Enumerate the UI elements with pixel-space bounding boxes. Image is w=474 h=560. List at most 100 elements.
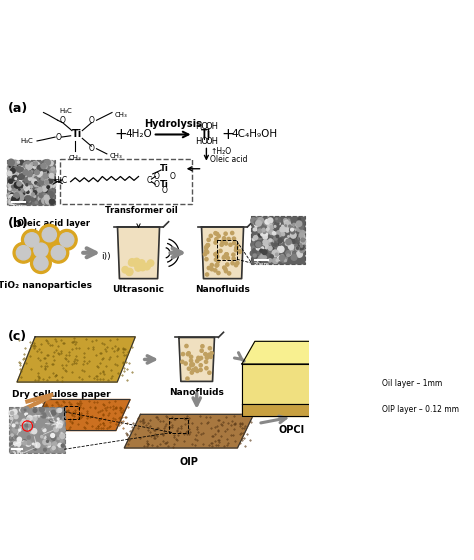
Text: +: + — [221, 127, 234, 142]
Circle shape — [50, 176, 53, 179]
Circle shape — [254, 236, 258, 240]
Circle shape — [41, 179, 46, 183]
Circle shape — [48, 179, 53, 183]
Circle shape — [203, 253, 207, 256]
Circle shape — [51, 448, 54, 451]
Circle shape — [215, 237, 218, 241]
Circle shape — [36, 164, 38, 166]
Circle shape — [12, 195, 15, 198]
Circle shape — [254, 253, 256, 255]
Circle shape — [49, 199, 55, 204]
Circle shape — [58, 438, 59, 440]
Text: HO: HO — [195, 137, 208, 146]
Circle shape — [35, 176, 39, 181]
Circle shape — [19, 174, 25, 179]
Circle shape — [43, 193, 45, 195]
Circle shape — [215, 252, 219, 255]
Circle shape — [27, 191, 29, 193]
Circle shape — [223, 255, 226, 258]
Circle shape — [23, 441, 27, 445]
Circle shape — [250, 250, 256, 256]
Circle shape — [11, 434, 13, 436]
Circle shape — [219, 249, 222, 253]
Circle shape — [49, 190, 53, 194]
Circle shape — [210, 263, 213, 267]
Circle shape — [269, 247, 272, 250]
Circle shape — [25, 423, 28, 427]
Text: Ti: Ti — [160, 164, 169, 173]
Circle shape — [11, 201, 15, 204]
Circle shape — [296, 221, 302, 226]
Text: HO: HO — [195, 122, 208, 130]
Circle shape — [275, 222, 279, 225]
Circle shape — [261, 247, 264, 249]
Circle shape — [48, 197, 53, 201]
Circle shape — [44, 410, 45, 411]
Circle shape — [23, 185, 27, 190]
Circle shape — [30, 185, 32, 187]
Circle shape — [30, 166, 36, 172]
Text: O: O — [88, 144, 94, 153]
Circle shape — [273, 259, 278, 264]
Text: +: + — [114, 127, 127, 142]
Circle shape — [21, 190, 26, 195]
Circle shape — [269, 218, 272, 222]
Circle shape — [301, 245, 302, 248]
Circle shape — [279, 228, 284, 234]
Circle shape — [23, 191, 25, 193]
Circle shape — [266, 228, 270, 231]
Circle shape — [206, 356, 209, 359]
Circle shape — [28, 177, 31, 180]
Circle shape — [41, 169, 46, 173]
Circle shape — [27, 416, 28, 417]
Circle shape — [31, 189, 36, 194]
Text: OPCI: OPCI — [279, 424, 305, 435]
Circle shape — [24, 192, 27, 195]
Circle shape — [15, 436, 18, 439]
Circle shape — [48, 179, 54, 184]
Circle shape — [16, 169, 19, 172]
Circle shape — [254, 221, 260, 227]
Circle shape — [214, 232, 217, 235]
Circle shape — [264, 227, 267, 231]
Circle shape — [300, 244, 301, 245]
Circle shape — [15, 197, 19, 202]
Circle shape — [23, 172, 26, 175]
Circle shape — [269, 222, 273, 227]
Circle shape — [214, 253, 218, 256]
Circle shape — [50, 195, 53, 198]
Circle shape — [17, 426, 22, 431]
Circle shape — [58, 446, 62, 450]
Circle shape — [12, 167, 15, 169]
Circle shape — [48, 161, 53, 166]
Circle shape — [31, 179, 33, 180]
Circle shape — [12, 160, 18, 165]
Circle shape — [19, 184, 23, 188]
Circle shape — [35, 190, 36, 192]
Circle shape — [49, 197, 53, 200]
Circle shape — [298, 218, 301, 220]
Circle shape — [256, 221, 261, 226]
Circle shape — [252, 237, 256, 241]
Circle shape — [40, 408, 44, 412]
Circle shape — [14, 437, 16, 439]
Circle shape — [292, 227, 293, 228]
Circle shape — [236, 244, 239, 248]
Circle shape — [42, 227, 56, 242]
Circle shape — [49, 189, 53, 194]
Circle shape — [297, 251, 302, 257]
Circle shape — [37, 181, 40, 185]
Circle shape — [205, 249, 208, 253]
Text: ↑H₂O: ↑H₂O — [210, 147, 231, 156]
Circle shape — [46, 199, 49, 202]
Circle shape — [15, 437, 16, 438]
Circle shape — [279, 255, 284, 260]
Circle shape — [272, 257, 277, 262]
Circle shape — [35, 178, 36, 179]
Circle shape — [22, 197, 25, 200]
Circle shape — [42, 186, 47, 192]
Circle shape — [43, 427, 44, 428]
Circle shape — [9, 186, 12, 189]
Text: O: O — [154, 172, 160, 181]
Circle shape — [48, 242, 69, 263]
